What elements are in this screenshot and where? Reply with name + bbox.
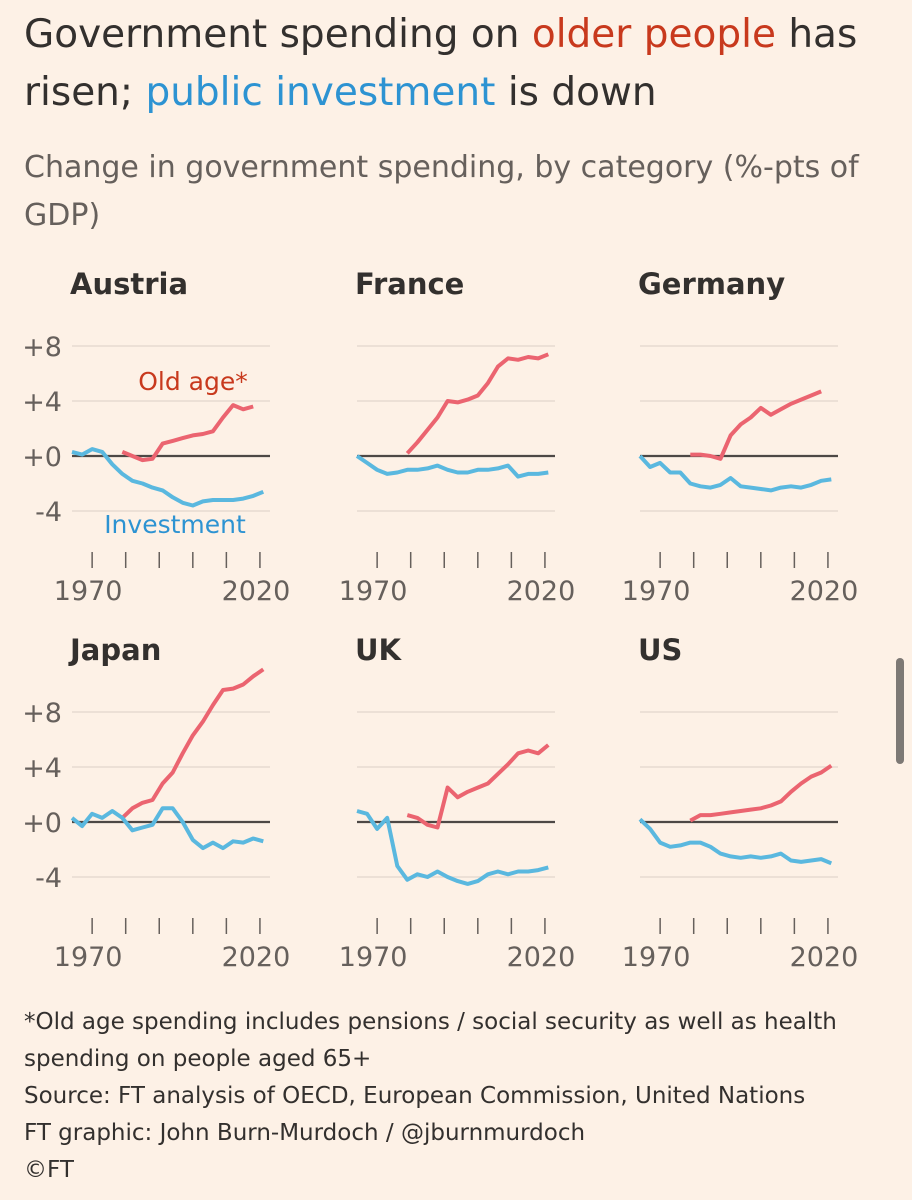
x-tick-label: 1970	[339, 942, 408, 973]
credit: FT graphic: John Burn-Murdoch / @jburnmu…	[24, 1120, 586, 1146]
series-line	[71, 447, 265, 508]
notes: *Old age spending includes pensions / so…	[24, 1004, 854, 1189]
x-tick-label: 1970	[54, 576, 123, 607]
subtitle: Change in government spending, by catego…	[24, 150, 859, 233]
copyright: ©FT	[24, 1157, 74, 1183]
series-line	[405, 352, 550, 455]
footnote: *Old age spending includes pensions / so…	[24, 1009, 837, 1072]
x-tick-label: 2020	[222, 576, 291, 607]
y-tick-label: -4	[35, 863, 62, 894]
headline-part: is down	[507, 70, 657, 115]
series-label: Investment	[104, 510, 246, 539]
series-line	[638, 817, 833, 866]
panel-title: Japan	[68, 633, 161, 667]
y-tick-label: +0	[22, 808, 62, 839]
series-line	[406, 743, 550, 830]
panel-title: US	[638, 633, 682, 667]
panel-title: Germany	[638, 267, 785, 301]
y-tick-label: +4	[22, 753, 62, 784]
y-tick-label: +4	[22, 387, 62, 418]
series-line	[120, 667, 265, 820]
headline-highlight: public investment	[145, 70, 496, 115]
x-tick-label: 1970	[54, 942, 123, 973]
scrollbar[interactable]	[896, 658, 904, 764]
x-tick-label: 2020	[507, 576, 576, 607]
panel-title: Austria	[70, 267, 188, 301]
series-line	[638, 454, 832, 493]
y-tick-label: +0	[22, 442, 62, 473]
panel-title: France	[355, 267, 464, 301]
x-tick-label: 1970	[622, 942, 691, 973]
headline-part: Government spending on	[24, 12, 520, 57]
x-tick-label: 2020	[790, 942, 859, 973]
headline-highlight: older people	[531, 12, 776, 57]
series-line	[356, 809, 549, 886]
series-label: Old age*	[138, 367, 248, 396]
series-line	[690, 389, 822, 461]
source: Source: FT analysis of OECD, European Co…	[24, 1083, 806, 1109]
series-line	[70, 806, 264, 851]
series-line	[121, 403, 254, 463]
x-tick-label: 1970	[339, 576, 408, 607]
headline-part: has risen;	[24, 12, 858, 115]
x-tick-label: 2020	[222, 942, 291, 973]
x-tick-label: 2020	[507, 942, 576, 973]
x-tick-label: 1970	[622, 576, 691, 607]
y-tick-label: +8	[22, 332, 62, 363]
x-tick-label: 2020	[790, 576, 859, 607]
headline: Government spending on older people has …	[24, 6, 894, 122]
y-tick-label: +8	[22, 698, 62, 729]
y-tick-label: -4	[35, 497, 62, 528]
series-line	[689, 763, 833, 823]
panel-title: UK	[355, 633, 403, 667]
series-line	[355, 454, 549, 479]
charts: Austria +8 +4 +0 -4 1970 2020 Old age* Investmen…	[22, 267, 859, 973]
